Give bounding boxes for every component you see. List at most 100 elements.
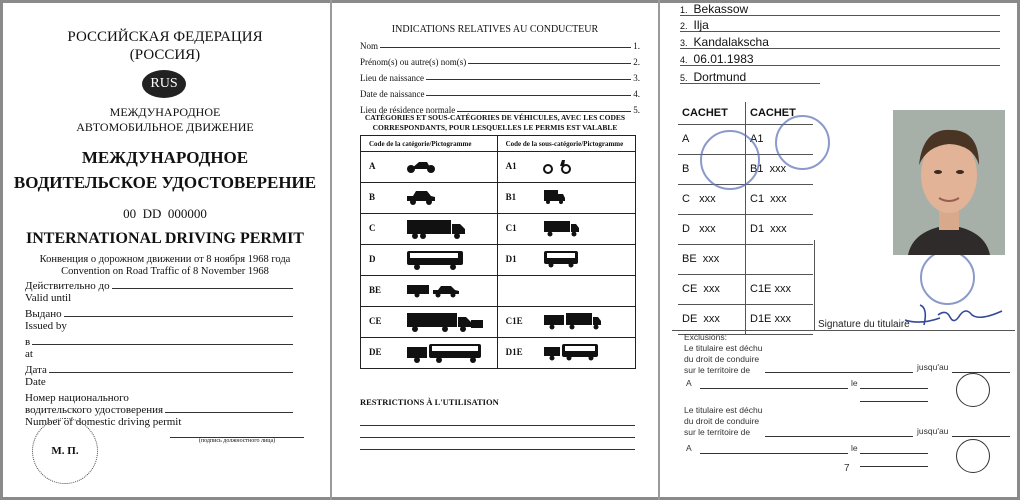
subcategory-code: B1 (505, 192, 517, 203)
date-field[interactable] (860, 453, 928, 454)
official-stamp (700, 130, 760, 190)
page-number: 7 (844, 463, 850, 474)
field-number: 3. (680, 38, 688, 48)
category-code: B (369, 192, 376, 203)
serial-number: 00 DD 000000 (123, 206, 207, 221)
title-ru: РОССИЙСКАЯ ФЕДЕРАЦИЯ (67, 29, 263, 45)
title-ru-country: (РОССИЯ) (129, 47, 201, 63)
category-cell: DE (360, 337, 498, 369)
exclusions-label: Exclusions: (684, 332, 727, 342)
divider (814, 240, 815, 330)
field-number: 2. (633, 57, 640, 67)
until-field[interactable] (952, 372, 1010, 373)
field-label: Issued by (25, 320, 67, 332)
subcategory-entry: C1 xxx (745, 184, 813, 215)
subcategory-entry: D1E xxx (745, 304, 813, 335)
birthplace-field[interactable] (425, 79, 632, 80)
cachet-row: BE xxx (678, 244, 813, 275)
field-number: 3. (633, 73, 640, 83)
subtitle-ru: АВТОМОБИЛЬНОЕ ДВИЖЕНИЕ (76, 120, 254, 134)
category-entry: BE xxx (678, 244, 746, 275)
field-label: Valid until (25, 292, 72, 304)
residence-value: Dortmund (693, 70, 747, 84)
truck-trailer-icon (407, 313, 483, 332)
category-code: A (369, 161, 376, 172)
page-divider (330, 0, 332, 500)
place-label: A (686, 378, 692, 388)
categories-table: Code de la catégorie/Pictogramme Code de … (360, 135, 637, 369)
first-name-field[interactable] (468, 63, 632, 64)
field-number: 4. (633, 89, 640, 99)
domestic-permit-number-field[interactable] (165, 412, 293, 413)
date-label: le (851, 378, 858, 388)
signature-field[interactable] (860, 466, 928, 467)
subcategory-cell: D1E (496, 337, 637, 369)
restriction-line[interactable] (360, 414, 635, 426)
driver-details-page: INDICATIONS RELATIVES AU CONDUCTEUR Nom 1… (340, 0, 650, 500)
car-icon (407, 191, 435, 205)
minibus-trailer-icon (543, 344, 598, 361)
birthdate-field[interactable] (426, 95, 632, 96)
place-field[interactable] (700, 388, 848, 389)
exclusion-text: sur le territoire de (684, 427, 751, 437)
field-number: 5. (680, 73, 688, 83)
territory-field[interactable] (765, 372, 913, 373)
field-label: водительского удостоверения (25, 404, 164, 416)
subcategory-code: D1E (505, 347, 523, 358)
light-truck-trailer-icon (543, 313, 601, 330)
cachet-row: CE xxx C1E xxx (678, 274, 813, 305)
subcategory-cell: B1 (496, 182, 637, 214)
place-field[interactable] (700, 453, 848, 454)
field-label: Lieu de résidence normale (360, 105, 456, 115)
category-cell: D (360, 244, 498, 276)
restriction-line[interactable] (360, 438, 635, 450)
territory-field[interactable] (765, 436, 913, 437)
convention-en: Convention on Road Traffic of 8 November… (61, 266, 269, 277)
official-signature-caption: (подпись должностного лица) (170, 437, 304, 444)
subtitle-ru: МЕЖДУНАРОДНОЕ (109, 105, 221, 119)
subcategory-cell: D1 (496, 244, 637, 276)
issued-at-field[interactable] (32, 344, 293, 345)
moped-icon (542, 160, 571, 174)
category-entry: DE xxx (678, 304, 746, 335)
field-label: Номер национального (25, 392, 129, 404)
category-code: C (369, 223, 376, 234)
minibus-icon (543, 251, 578, 268)
birthplace-value: Kandalakscha (693, 35, 769, 49)
category-row: CE C1E (360, 306, 637, 338)
exclusion-text: Le titulaire est déchu (684, 405, 763, 415)
field-label: Date de naissance (360, 89, 425, 99)
categories-title: CORRESPONDANTS, POUR LESQUELLES LE PERMI… (372, 123, 618, 132)
issued-by-field[interactable] (63, 316, 293, 317)
field-label: Nom (360, 41, 378, 51)
valid-until-field[interactable] (111, 288, 293, 289)
category-cell: B (360, 182, 498, 214)
official-stamp (920, 250, 975, 305)
restriction-line[interactable] (360, 426, 635, 438)
small-van-icon (543, 190, 565, 204)
until-field[interactable] (952, 436, 1010, 437)
motorcycle-icon (407, 162, 435, 173)
country-code-oval: RUS (142, 70, 186, 98)
field-number: 1. (633, 41, 640, 51)
field-number: 4. (680, 55, 688, 65)
date-field[interactable] (48, 372, 293, 373)
restrictions-title: RESTRICTIONS À L'UTILISATION (360, 397, 499, 407)
cover-page: РОССИЙСКАЯ ФЕДЕРАЦИЯ (РОССИЯ) RUS МЕЖДУН… (0, 0, 330, 500)
exclusion-text: du droit de conduire (684, 354, 760, 364)
residence-field[interactable] (457, 111, 632, 112)
name-field[interactable] (380, 47, 632, 48)
subcategory-cell: C1 (496, 213, 637, 245)
cachet-row: C xxx C1 xxx (678, 184, 813, 215)
truck-icon (407, 220, 465, 239)
exclusion-text: Le titulaire est déchu (684, 343, 763, 353)
page-divider (658, 0, 660, 500)
field-label: at (25, 348, 33, 360)
field-label: Prénom(s) ou autre(s) nom(s) (360, 57, 467, 67)
signature-field[interactable] (860, 401, 928, 402)
until-label: jusqu'au (917, 362, 949, 372)
heading-en: INTERNATIONAL DRIVING PERMIT (26, 230, 304, 247)
stamp-circle (956, 439, 990, 473)
date-field[interactable] (860, 388, 928, 389)
